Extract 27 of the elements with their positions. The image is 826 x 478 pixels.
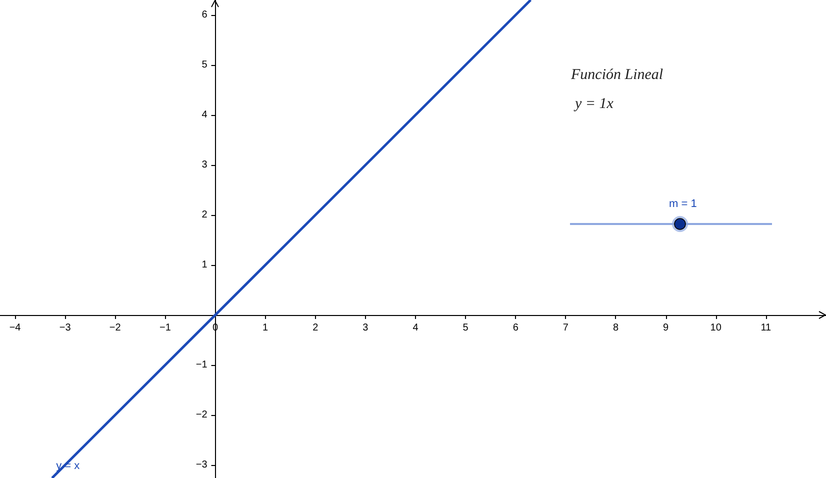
x-tick-label: −3 — [59, 322, 72, 334]
x-tick-label: 4 — [412, 322, 419, 334]
x-tick-label: 8 — [612, 322, 619, 334]
y-tick-label: 3 — [202, 160, 208, 170]
annotation: y = 1x — [575, 96, 614, 113]
x-tick-label: 11 — [760, 322, 772, 334]
annotation: m = 1 — [669, 198, 697, 210]
y-tick-label: −1 — [196, 360, 208, 370]
x-tick-label: 3 — [362, 322, 369, 334]
x-tick-label: 5 — [462, 322, 469, 334]
x-tick-label: 9 — [663, 322, 670, 334]
x-tick-label: 10 — [710, 322, 722, 334]
y-tick-label: 1 — [202, 260, 208, 270]
x-tick-label: 7 — [562, 322, 569, 334]
y-tick-label: −3 — [196, 460, 208, 470]
x-tick-label: 2 — [312, 322, 319, 334]
x-tick-label: −2 — [109, 322, 122, 334]
y-tick-label: 4 — [202, 110, 208, 120]
x-tick-label: −4 — [9, 322, 22, 334]
y-tick-label: −2 — [196, 410, 208, 420]
x-tick-label: 1 — [262, 322, 269, 334]
y-tick-label: 5 — [202, 60, 208, 70]
y-tick-label: 2 — [202, 210, 208, 220]
x-tick-label: −1 — [159, 322, 172, 334]
annotation: Función Lineal — [571, 67, 664, 84]
y-tick-label: 6 — [202, 10, 208, 20]
x-tick-label: 6 — [512, 322, 519, 334]
